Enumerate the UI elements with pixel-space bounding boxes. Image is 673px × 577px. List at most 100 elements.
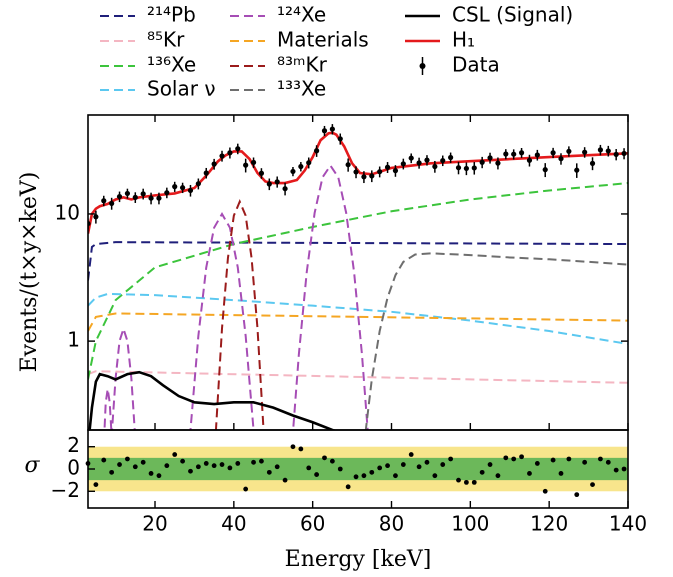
plot-frame — [87, 114, 629, 431]
residual-point — [164, 463, 170, 469]
data-point — [432, 163, 438, 170]
legend-label: ¹³³Xe — [277, 77, 326, 101]
data-point — [235, 146, 241, 152]
residual-point — [487, 462, 493, 467]
data-point — [329, 126, 335, 132]
data-point — [503, 151, 509, 157]
residual-point — [534, 461, 540, 466]
data-point — [511, 151, 517, 157]
data-point — [589, 160, 596, 166]
x-tick-label: 40 — [221, 512, 246, 536]
data-point — [487, 155, 493, 161]
data-point — [195, 181, 201, 187]
data-point — [448, 154, 454, 161]
legend-label: ⁸⁵Kr — [147, 28, 185, 52]
residual-point — [180, 458, 185, 464]
legend-label: Solar ν — [147, 77, 216, 101]
data-point — [495, 160, 501, 166]
x-tick-label: 60 — [300, 512, 325, 536]
residual-point — [109, 469, 115, 475]
data-point — [550, 150, 556, 156]
residual-point — [337, 466, 343, 472]
data-point — [321, 128, 328, 134]
residual-point — [527, 471, 532, 476]
residual-point — [621, 466, 627, 472]
residual-point — [290, 444, 296, 450]
series-line — [88, 370, 628, 384]
residual-point — [227, 465, 233, 471]
residual-point — [329, 458, 335, 464]
residual-point — [463, 479, 469, 485]
data-point — [337, 136, 343, 142]
data-point — [345, 162, 351, 168]
data-point — [416, 160, 422, 166]
y-tick-label: 0 — [67, 456, 80, 480]
residual-point — [259, 458, 264, 464]
data-point — [211, 161, 217, 167]
data-point — [109, 200, 115, 207]
data-point — [203, 170, 209, 176]
residual-axis-label: σ — [24, 453, 40, 478]
data-point — [408, 155, 414, 161]
data-point — [621, 150, 627, 157]
data-point — [526, 157, 533, 163]
data-point — [534, 152, 540, 158]
residual-point — [377, 465, 383, 471]
legend-handle — [419, 63, 426, 69]
legend-label: H₁ — [452, 28, 475, 52]
x-tick-label: 140 — [609, 512, 647, 536]
residual-point — [613, 467, 619, 473]
data-point — [187, 187, 194, 194]
residual-point — [400, 462, 406, 467]
residual-point — [219, 462, 225, 467]
residual-point — [471, 479, 477, 485]
series-line — [88, 182, 628, 380]
residual-point — [440, 462, 446, 467]
residual-point — [432, 473, 438, 479]
data-point — [140, 191, 146, 197]
data-point — [542, 167, 548, 173]
data-point — [479, 159, 485, 165]
residual-point — [456, 477, 461, 483]
data-point — [290, 168, 296, 175]
residual-point — [203, 461, 209, 466]
series-line — [364, 252, 628, 430]
legend-label: ⁸³ᵐKr — [277, 53, 328, 77]
residual-point — [195, 464, 201, 470]
residual-point — [519, 454, 524, 460]
data-point — [258, 170, 265, 176]
data-point — [243, 162, 249, 168]
data-point — [424, 157, 430, 163]
x-tick-label: 100 — [451, 512, 489, 536]
data-point — [566, 148, 572, 154]
residual-point — [495, 473, 501, 479]
data-point — [274, 179, 280, 185]
data-point — [179, 185, 186, 191]
data-point — [455, 165, 462, 171]
y-tick-label: 10 — [55, 200, 80, 224]
data-point — [400, 161, 406, 167]
x-axis-label: Energy [keV] — [285, 547, 432, 572]
residual-point — [598, 456, 603, 462]
x-tick-label: 120 — [530, 512, 568, 536]
data-point — [384, 164, 391, 170]
residual-point — [172, 452, 178, 457]
residual-point — [393, 473, 398, 479]
data-point — [582, 149, 588, 155]
residual-point — [243, 486, 249, 492]
data-point — [116, 193, 123, 200]
legend-label: Materials — [277, 28, 369, 52]
residual-point — [156, 473, 162, 479]
data-point — [156, 195, 162, 201]
residual-point — [590, 482, 595, 487]
plot-area — [88, 124, 628, 430]
residual-point — [448, 456, 454, 462]
residual-point — [408, 452, 414, 457]
residual-point — [188, 468, 193, 474]
residual-point — [542, 488, 548, 494]
data-point — [298, 163, 304, 170]
y-tick-label: 2 — [67, 433, 80, 457]
data-point — [164, 190, 170, 196]
residual-point — [582, 459, 588, 465]
series-line — [214, 199, 265, 430]
